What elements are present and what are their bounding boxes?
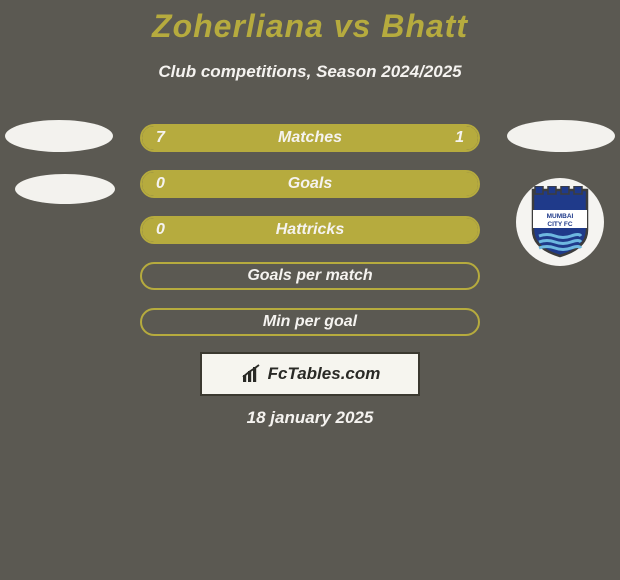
svg-text:CITY FC: CITY FC xyxy=(547,221,572,228)
page-title: Zoherliana vs Bhatt xyxy=(0,8,620,45)
team-badge-bottom-right: MUMBAI CITY FC xyxy=(516,178,604,266)
stat-value-left: 0 xyxy=(156,172,165,196)
team-badge-top-left xyxy=(5,120,113,152)
svg-text:MUMBAI: MUMBAI xyxy=(547,213,574,220)
stat-row: Matches7 1 xyxy=(140,124,480,152)
comparison-infographic: Zoherliana vs Bhatt Club competitions, S… xyxy=(0,0,620,580)
stat-row: Goals per match xyxy=(140,262,480,290)
stat-value-right: 1 xyxy=(455,126,464,150)
bar-chart-icon xyxy=(240,363,262,385)
mumbai-city-fc-icon: MUMBAI CITY FC xyxy=(516,178,604,266)
source-text: FcTables.com xyxy=(268,364,381,384)
team-badge-bottom-left xyxy=(15,174,115,204)
badge-placeholder-icon xyxy=(15,174,115,204)
stat-label: Goals xyxy=(142,172,478,196)
date-text: 18 january 2025 xyxy=(0,408,620,428)
badge-placeholder-icon xyxy=(507,120,615,152)
stat-row: Goals0 xyxy=(140,170,480,198)
stat-row: Min per goal xyxy=(140,308,480,336)
stat-row: Hattricks0 xyxy=(140,216,480,244)
stat-value-left: 0 xyxy=(156,218,165,242)
stat-label: Matches xyxy=(142,126,478,150)
stat-label: Min per goal xyxy=(142,310,478,334)
team-badge-top-right xyxy=(507,120,615,152)
stat-label: Goals per match xyxy=(142,264,478,288)
stat-label: Hattricks xyxy=(142,218,478,242)
page-subtitle: Club competitions, Season 2024/2025 xyxy=(0,62,620,82)
badge-placeholder-icon xyxy=(5,120,113,152)
stat-bars: Matches71Goals0Hattricks0Goals per match… xyxy=(140,124,480,354)
stat-value-left: 7 xyxy=(156,126,165,150)
source-attribution: FcTables.com xyxy=(200,352,420,396)
